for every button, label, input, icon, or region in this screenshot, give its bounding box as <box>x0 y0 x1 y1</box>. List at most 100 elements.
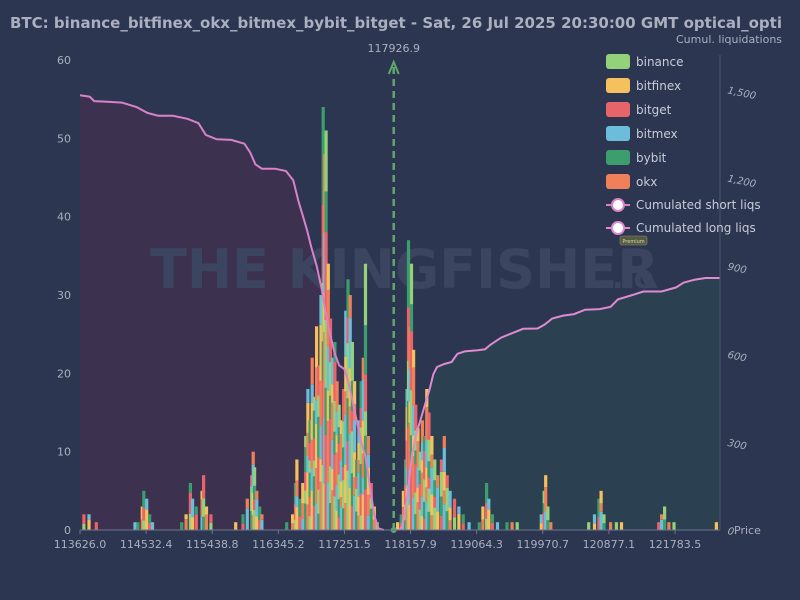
bar-segment <box>188 483 192 493</box>
bar-segment <box>304 490 308 504</box>
bar-segment <box>337 443 341 475</box>
bar-segment <box>427 412 431 440</box>
bar-segment <box>425 440 429 468</box>
bar-segment <box>308 420 312 443</box>
bar-segment <box>253 485 257 500</box>
bar-segment <box>485 502 489 519</box>
bar-segment <box>328 318 333 363</box>
bar-segment <box>416 441 420 467</box>
bar-segment <box>317 395 321 417</box>
bar-segment <box>315 503 319 530</box>
bar-segment <box>312 396 316 411</box>
bar-segment <box>346 398 350 441</box>
bar-segment <box>467 522 471 530</box>
bar-segment <box>452 517 457 530</box>
bar-segment <box>348 295 352 319</box>
bar-segment <box>363 411 368 436</box>
bar-segment <box>414 450 418 465</box>
bar-segment <box>592 523 597 530</box>
bar-segment <box>359 427 363 465</box>
bar-segment <box>285 522 289 530</box>
bar-segment <box>315 400 319 424</box>
bar-segment <box>326 482 330 530</box>
bar-segment <box>339 460 343 482</box>
bar-segment <box>418 470 422 484</box>
bar-segment <box>317 457 321 490</box>
bar-segment <box>372 519 376 530</box>
bar-segment <box>234 522 238 530</box>
bar-segment <box>315 326 319 368</box>
legend-label-okx: okx <box>636 175 657 189</box>
bar-segment <box>258 520 262 530</box>
bar-segment <box>505 522 509 530</box>
bar-segment <box>412 367 416 406</box>
bar-segment <box>291 514 295 524</box>
legend-swatch-bitmex <box>606 126 630 141</box>
bar-segment <box>430 436 434 455</box>
bar-segment <box>357 515 361 530</box>
bar-segment <box>445 511 449 530</box>
bar-segment <box>335 452 339 485</box>
bar-segment <box>342 480 346 509</box>
bar-segment <box>439 515 443 530</box>
bar-segment <box>344 464 348 504</box>
bar-segment <box>142 507 146 521</box>
bar-segment <box>549 522 553 530</box>
bar-segment <box>304 503 308 530</box>
bar-segment <box>366 436 370 455</box>
bar-segment <box>445 487 449 512</box>
bar-segment <box>241 514 245 524</box>
bar-segment <box>433 459 437 481</box>
bar-segment <box>335 484 339 511</box>
bar-segment <box>188 492 192 514</box>
bar-segment <box>308 472 312 497</box>
bar-segment <box>442 471 446 491</box>
bar-segment <box>191 517 195 530</box>
bar-segment <box>597 517 601 530</box>
legend: binance bitfinex bitget bitmex bybit okx Cumul… <box>606 54 761 246</box>
bar-segment <box>319 425 323 460</box>
bar-segment <box>420 472 424 497</box>
bar-segment <box>481 519 485 530</box>
bar-segment <box>663 506 667 520</box>
bar-segment <box>423 451 427 480</box>
bar-segment <box>515 522 519 530</box>
bar-segment <box>448 507 452 521</box>
bar-segment <box>439 496 443 516</box>
legend-label-cumulated: Cumulated short liqs <box>636 198 761 212</box>
bar-segment <box>423 479 427 502</box>
bar-segment <box>342 447 346 468</box>
bar-segment <box>602 523 606 530</box>
bar-segment <box>412 456 416 498</box>
bar-segment <box>253 467 257 486</box>
bar-segment <box>420 442 424 461</box>
bar-segment <box>337 404 341 428</box>
y-tick-label: 60 <box>57 54 71 67</box>
bar-segment <box>180 522 184 530</box>
bar-segment <box>331 439 335 470</box>
legend-swatch-binance <box>606 54 630 69</box>
bar-segment <box>366 454 370 468</box>
bar-segment <box>328 419 333 467</box>
bar-segment <box>448 520 452 530</box>
bar-segment <box>366 515 370 530</box>
bar-segment <box>416 428 420 442</box>
bar-segment <box>319 459 323 482</box>
bar-segment <box>191 498 195 518</box>
bar-segment <box>544 487 548 512</box>
bar-segment <box>324 320 328 388</box>
bar-segment <box>369 498 373 509</box>
bar-segment <box>324 387 328 436</box>
bar-segment <box>409 331 414 391</box>
bar-segment <box>333 454 337 497</box>
bar-segment <box>310 469 314 491</box>
bar-segment <box>436 487 440 512</box>
bar-segment <box>306 389 310 403</box>
bar-segment <box>416 487 420 503</box>
bar-segment <box>308 496 312 516</box>
bar-segment <box>202 475 206 499</box>
bar-segment <box>295 459 299 481</box>
bar-segment <box>592 514 597 524</box>
bar-segment <box>317 489 321 514</box>
axes: 113626.0 114532.4 115438.8 116345.2 117251.5… <box>54 33 783 551</box>
